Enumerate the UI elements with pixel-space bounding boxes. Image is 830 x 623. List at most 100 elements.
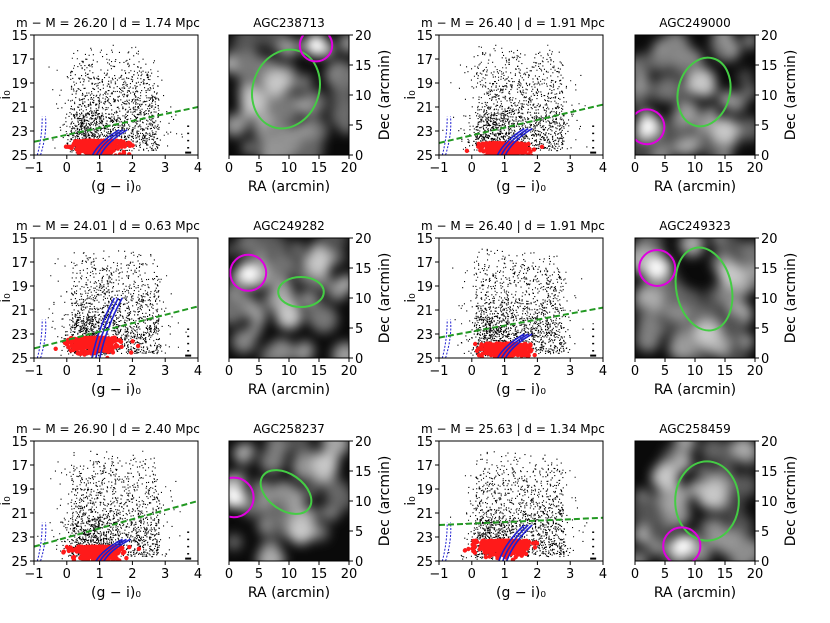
cmd-title: m − M = 25.63 | d = 1.34 Mpc xyxy=(421,422,605,436)
x-tick-label: 1 xyxy=(500,364,508,379)
y-tick-label: 21 xyxy=(416,101,433,116)
map-xlabel: RA (arcmin) xyxy=(654,179,736,195)
cmd-ylabel: i₀ xyxy=(403,496,419,506)
trgb-line xyxy=(439,103,603,144)
density-blob xyxy=(654,53,672,71)
isochrone-track xyxy=(99,538,127,561)
blue-hb-track xyxy=(441,522,448,561)
x-tick-label: 10 xyxy=(687,567,704,582)
density-blob xyxy=(291,454,315,477)
rgb-stars xyxy=(63,138,135,155)
bright-source xyxy=(687,69,715,97)
bright-source xyxy=(229,486,245,509)
y-tick-label: 17 xyxy=(416,256,433,271)
trgb-line xyxy=(34,500,198,548)
overdensity-circle xyxy=(229,476,255,519)
map-plot-area xyxy=(635,238,755,358)
map-xlabel: RA (arcmin) xyxy=(654,382,736,398)
density-blob xyxy=(635,93,645,109)
x-tick-label: 20 xyxy=(747,161,764,176)
rgb-stars xyxy=(462,538,540,561)
density-map-panel-3: 0 0 5 5 10 10 15 15 20 20 AGC249000 RA (arcmin) Dec … xyxy=(631,16,799,195)
y-tick-label: 25 xyxy=(11,555,28,570)
y-tick-label: 23 xyxy=(11,125,28,140)
y-tick-label: 15 xyxy=(355,59,372,74)
isochrone-track xyxy=(498,524,525,561)
map-xlabel: RA (arcmin) xyxy=(248,382,330,398)
density-blob xyxy=(261,528,281,548)
density-blob xyxy=(311,523,329,541)
x-tick-label: 0 xyxy=(225,567,233,582)
density-blob xyxy=(229,473,242,487)
x-tick-label: 5 xyxy=(661,364,669,379)
bright-source xyxy=(305,35,327,56)
rgb-stars xyxy=(53,335,141,358)
rgb-stars xyxy=(473,341,537,358)
x-tick-label: 20 xyxy=(747,364,764,379)
x-tick-label: −1 xyxy=(24,364,43,379)
x-tick-label: 20 xyxy=(341,161,358,176)
blue-hb-track xyxy=(36,522,43,561)
cmd-xlabel: (g − i)₀ xyxy=(91,382,141,398)
density-blob xyxy=(672,452,692,472)
trgb-line xyxy=(34,305,198,350)
x-tick-label: 15 xyxy=(311,364,328,379)
density-blob xyxy=(711,238,725,245)
galaxy-ellipse xyxy=(676,56,732,128)
density-blob xyxy=(235,50,264,79)
x-tick-label: 1 xyxy=(500,567,508,582)
y-tick-label: 0 xyxy=(761,352,769,367)
x-tick-label: 20 xyxy=(341,567,358,582)
y-tick-label: 5 xyxy=(761,322,769,337)
density-blob xyxy=(668,333,696,358)
y-tick-label: 21 xyxy=(11,304,28,319)
cmd-ylabel: i₀ xyxy=(0,293,14,303)
cmd-ylabel: i₀ xyxy=(0,496,14,506)
x-tick-label: 4 xyxy=(599,364,607,379)
density-blob xyxy=(336,64,349,89)
overdensity-circle xyxy=(635,108,666,146)
density-blob xyxy=(663,451,675,462)
y-tick-label: 17 xyxy=(11,53,28,68)
x-tick-label: 4 xyxy=(194,567,202,582)
density-blob xyxy=(243,452,254,463)
x-tick-label: 0 xyxy=(631,364,639,379)
blue-hb-track xyxy=(445,522,452,561)
y-tick-label: 23 xyxy=(11,531,28,546)
density-blob xyxy=(663,304,681,323)
trgb-line xyxy=(439,306,603,339)
map-ylabel: Dec (arcmin) xyxy=(783,253,799,344)
density-blob xyxy=(657,525,671,539)
map-title: AGC258459 xyxy=(659,422,730,436)
isochrone-track xyxy=(103,538,131,561)
x-tick-label: 15 xyxy=(717,364,734,379)
x-tick-label: 0 xyxy=(631,567,639,582)
y-tick-label: 23 xyxy=(11,328,28,343)
rgb-stars xyxy=(464,140,545,155)
y-tick-label: 0 xyxy=(355,149,363,164)
x-tick-label: −1 xyxy=(429,364,448,379)
bright-source xyxy=(287,517,315,545)
bright-source xyxy=(237,262,259,284)
cmd-frame xyxy=(438,237,604,359)
cmd-plot-area xyxy=(34,250,198,358)
y-tick-label: 21 xyxy=(11,101,28,116)
y-tick-label: 5 xyxy=(355,322,363,337)
y-tick-label: 5 xyxy=(355,119,363,134)
density-blob xyxy=(337,274,349,292)
x-tick-label: 0 xyxy=(63,161,71,176)
x-tick-label: 10 xyxy=(281,161,298,176)
y-tick-label: 10 xyxy=(355,495,372,510)
y-tick-label: 19 xyxy=(416,77,433,92)
density-blob xyxy=(314,271,331,288)
density-blob xyxy=(738,240,755,268)
y-tick-label: 19 xyxy=(416,483,433,498)
x-tick-label: −1 xyxy=(24,567,43,582)
map-ylabel: Dec (arcmin) xyxy=(377,456,393,547)
cmd-ylabel: i₀ xyxy=(403,293,419,303)
trgb-line xyxy=(439,516,603,526)
x-tick-label: 15 xyxy=(311,161,328,176)
density-blob xyxy=(338,35,349,54)
